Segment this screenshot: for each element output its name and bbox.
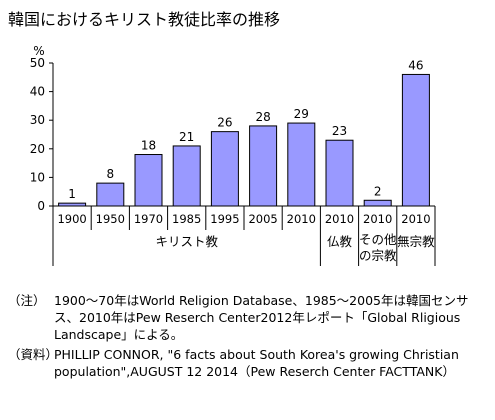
data-source: （資料）PHILLIP CONNOR, "6 facts about South…: [8, 346, 479, 380]
y-tick-label: 50: [30, 56, 45, 70]
bar: [325, 139, 354, 207]
y-tick-label: 40: [30, 85, 45, 99]
group-label: キリスト教: [155, 234, 218, 249]
x-tick-label: 1950: [96, 212, 125, 226]
x-tick-label: 2010: [363, 212, 392, 226]
y-tick-label: 0: [37, 199, 45, 213]
x-tick-label: 2005: [248, 212, 277, 226]
y-tick-label: 20: [30, 142, 45, 156]
bar: [249, 125, 278, 207]
y-tick-label: 10: [30, 170, 45, 184]
x-tick-label: 1985: [172, 212, 201, 226]
y-tick-label: 30: [30, 113, 45, 127]
data-label: 1: [68, 187, 76, 201]
x-tick-label: 2010: [401, 212, 430, 226]
source-text: PHILLIP CONNOR, "6 facts about South Kor…: [54, 347, 459, 379]
group-label: 無宗教: [397, 234, 435, 249]
note-tag: （注）: [8, 293, 46, 308]
bar: [401, 73, 430, 207]
x-tick-label: 1970: [134, 212, 163, 226]
group-label: その他: [359, 232, 397, 247]
bar: [172, 145, 201, 207]
data-label: 23: [332, 124, 347, 138]
x-tick-label: 1900: [57, 212, 86, 226]
group-label: 仏教: [327, 234, 353, 249]
data-label: 28: [255, 110, 270, 124]
bar: [363, 199, 392, 207]
x-tick-label: 1995: [210, 212, 239, 226]
bar: [134, 154, 163, 207]
note-source: （注） 1900～70年はWorld Religion Database、1985…: [8, 292, 479, 343]
data-label: 2: [374, 184, 382, 198]
x-tick-label: 2010: [325, 212, 354, 226]
bar: [287, 122, 316, 207]
bar: [96, 182, 125, 207]
bar: [58, 202, 87, 207]
note-text: 1900～70年はWorld Religion Database、1985～20…: [54, 293, 469, 342]
data-label: 18: [141, 139, 156, 153]
data-label: 21: [179, 130, 194, 144]
bar: [210, 131, 239, 207]
source-tag: （資料）: [8, 347, 59, 362]
group-label: の宗教: [359, 248, 397, 263]
y-unit-label: %: [33, 44, 44, 58]
data-label: 29: [294, 107, 309, 121]
data-label: 46: [408, 58, 423, 72]
chart-title: 韓国におけるキリスト教徒比率の推移: [8, 10, 281, 29]
x-tick-label: 2010: [287, 212, 316, 226]
bar-chart: % 0 10 20 30 40 50 1 1900 8 1950 18 1970 21 1985 26 1995…: [30, 44, 436, 266]
data-label: 8: [106, 167, 114, 181]
data-label: 26: [217, 116, 232, 130]
